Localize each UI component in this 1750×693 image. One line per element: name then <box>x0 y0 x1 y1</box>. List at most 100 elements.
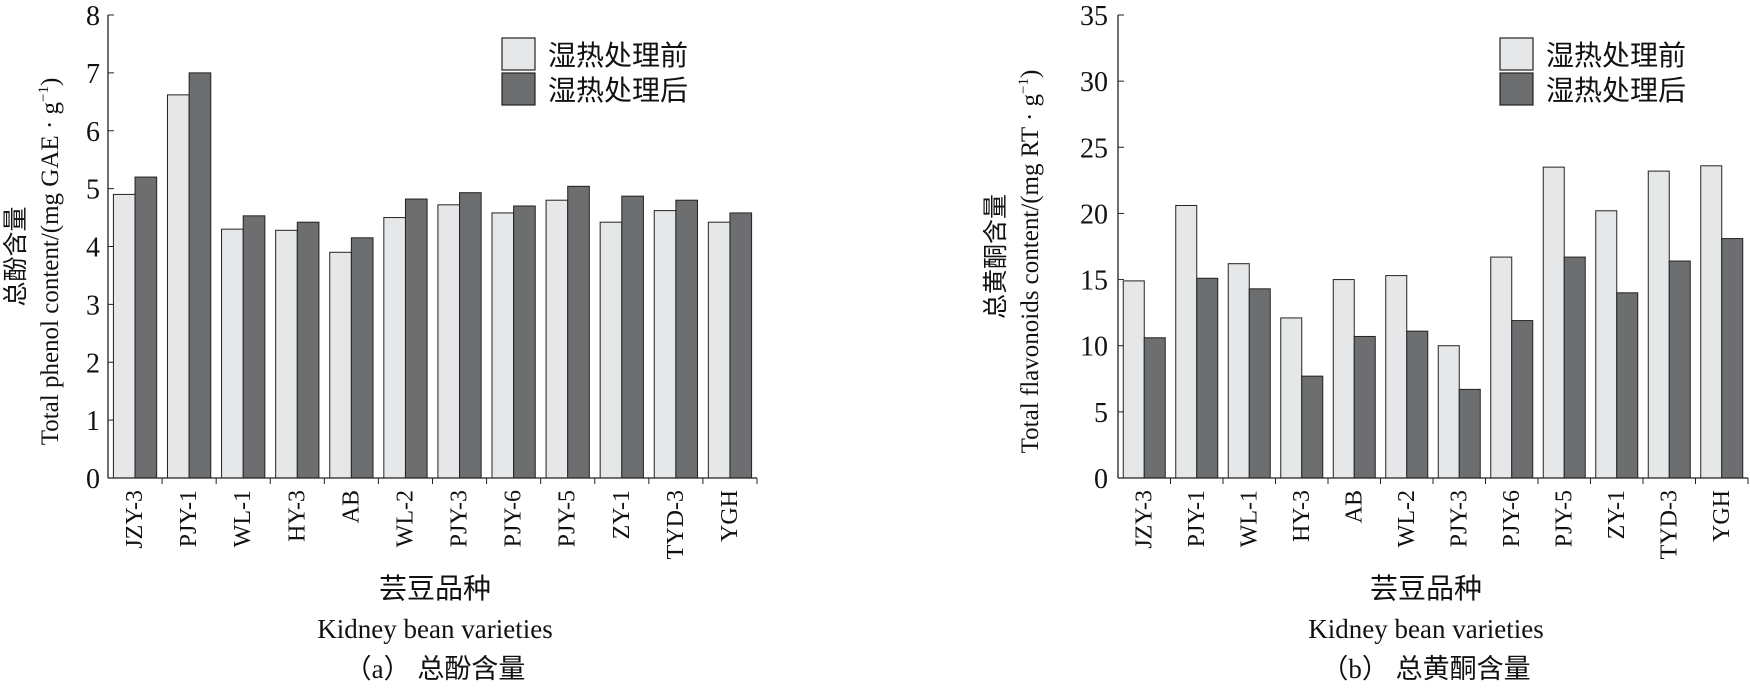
x-tick-label: AB <box>338 490 364 523</box>
bar-zy-1-after <box>1616 292 1639 479</box>
bar-tyd-3-before <box>653 210 677 479</box>
bar-tyd-3-before <box>1647 170 1670 479</box>
bar-pjy-1-after <box>188 72 212 479</box>
x-tick-label: ZY-1 <box>609 490 635 539</box>
x-tick-label: PJY-5 <box>1551 490 1577 547</box>
bar-ab-after <box>350 237 374 479</box>
x-tick-label: PJY-1 <box>1184 490 1210 547</box>
bar-pjy-1-before <box>166 94 190 479</box>
bar-zy-1-before <box>599 221 623 479</box>
x-tick-label: AB <box>1341 490 1367 523</box>
y-tick-label: 1 <box>86 406 100 437</box>
bar-ygh-after <box>1721 238 1744 479</box>
legend-swatch-after <box>501 72 536 106</box>
y-tick-label: 7 <box>86 59 100 90</box>
bar-ab-after <box>1353 335 1376 479</box>
legend-swatch-before <box>1499 37 1534 71</box>
bar-pjy-6-before <box>1490 256 1513 479</box>
bar-hy-3-before <box>1280 317 1303 479</box>
y-axis-title-en-sup: −1 <box>36 86 52 102</box>
x-tick-label: HY-3 <box>1289 490 1315 542</box>
bar-pjy-5-before <box>545 199 569 479</box>
y-axis-title-cn: 总酚含量 <box>2 206 30 306</box>
x-tick-label: PJY-3 <box>1446 490 1472 547</box>
bar-wl-1-before <box>1227 263 1250 479</box>
bar-hy-3-after <box>1301 375 1324 479</box>
chart-b: JZY-3 PJY-1 WL-1 HY-3 AB WL-2 PJY-3 PJY-6 PJY-5 Z… <box>982 1 1749 684</box>
bar-tyd-3-after <box>1668 260 1691 479</box>
y-tick-label: 8 <box>86 1 100 32</box>
bar-jzy-3-after <box>134 176 158 479</box>
bar-ab-before <box>1332 279 1355 479</box>
bar-wl-1-before <box>221 228 244 479</box>
x-axis-title-en: Kidney bean varieties <box>317 614 552 644</box>
y-tick-label: 15 <box>1080 266 1108 297</box>
bar-pjy-3-before <box>1437 345 1460 479</box>
x-tick-label: JZY-3 <box>1131 490 1157 549</box>
y-tick-label: 2 <box>86 348 100 379</box>
x-tick-label: YGH <box>1709 490 1735 542</box>
bar-wl-1-after <box>242 215 266 479</box>
y-axis-title-en-sup: −1 <box>1016 78 1032 94</box>
y-axis-title-en-main: Total flavonoids content/(mg RT · g <box>1017 93 1044 453</box>
x-axis-title-en: Kidney bean varieties <box>1308 614 1543 644</box>
legend-label-after: 湿热处理后 <box>1546 75 1686 107</box>
y-axis-title-en: Total flavonoids content/(mg RT · g−1) <box>1016 70 1044 454</box>
legend-swatch-after <box>1499 72 1534 106</box>
y-tick-label: 0 <box>86 464 100 495</box>
y-tick-label: 20 <box>1080 199 1108 230</box>
y-axis-title-en: Total phenol content/(mg GAE · g−1) <box>36 78 64 446</box>
bar-zy-1-after <box>621 195 644 479</box>
x-tick-label: YGH <box>717 490 743 542</box>
bar-pjy-5-after <box>1563 256 1586 479</box>
bar-pjy-3-after <box>1458 388 1481 479</box>
y-tick-label: 35 <box>1080 1 1108 32</box>
bar-ygh-before <box>707 221 731 479</box>
x-tick-label: ZY-1 <box>1604 490 1630 539</box>
y-tick-label: 25 <box>1080 133 1108 164</box>
legend-label-after: 湿热处理后 <box>548 75 688 107</box>
y-tick-label: 30 <box>1080 67 1108 98</box>
bar-jzy-3-before <box>1122 280 1145 479</box>
y-tick-label: 6 <box>86 117 100 148</box>
bar-hy-3-after <box>296 221 320 479</box>
x-tick-label: TYD-3 <box>1656 490 1682 559</box>
x-tick-label: WL-2 <box>1394 490 1420 547</box>
bar-pjy-1-before <box>1175 204 1198 479</box>
y-tick-label: 0 <box>1094 464 1108 495</box>
bar-jzy-3-before <box>112 193 136 479</box>
bar-wl-2-after <box>404 198 428 479</box>
legend-label-before: 湿热处理前 <box>548 40 688 72</box>
bar-ab-before <box>329 251 352 479</box>
y-axis-title-cn: 总黄酮含量 <box>982 194 1010 319</box>
x-tick-label: PJY-6 <box>501 490 527 547</box>
chart-a: JZY-3 PJY-1 WL-1 HY-3 AB WL-2 PJY-3 PJY-6 PJY-5 Z… <box>2 1 758 684</box>
x-axis-title-cn: 芸豆品种 <box>1370 573 1482 605</box>
x-tick-label: TYD-3 <box>663 490 689 559</box>
bar-tyd-3-after <box>675 199 699 479</box>
y-tick-label: 4 <box>86 233 100 264</box>
y-tick-label: 5 <box>86 175 100 206</box>
bar-jzy-3-after <box>1143 337 1166 479</box>
bar-pjy-5-before <box>1542 166 1565 479</box>
y-tick-label: 10 <box>1080 332 1108 363</box>
x-axis-title-cn: 芸豆品种 <box>379 573 491 605</box>
x-tick-label: PJY-6 <box>1499 490 1525 547</box>
bar-zy-1-before <box>1595 210 1618 479</box>
x-tick-label: WL-1 <box>1236 490 1262 547</box>
chart-caption: （b） 总黄酮含量 <box>1321 654 1530 684</box>
x-tick-label: HY-3 <box>284 490 310 542</box>
y-tick-label: 3 <box>86 290 100 321</box>
bar-pjy-1-after <box>1196 277 1219 479</box>
bar-pjy-5-after <box>567 185 590 479</box>
bar-wl-1-after <box>1248 288 1271 479</box>
bar-wl-2-after <box>1406 330 1429 479</box>
x-tick-label: PJY-5 <box>555 490 581 547</box>
bar-wl-2-before <box>383 217 406 479</box>
x-tick-label: JZY-3 <box>122 490 148 549</box>
bar-ygh-after <box>729 212 753 479</box>
x-tick-label: WL-1 <box>230 490 256 547</box>
legend-label-before: 湿热处理前 <box>1546 40 1686 72</box>
bar-pjy-6-after <box>513 205 536 479</box>
